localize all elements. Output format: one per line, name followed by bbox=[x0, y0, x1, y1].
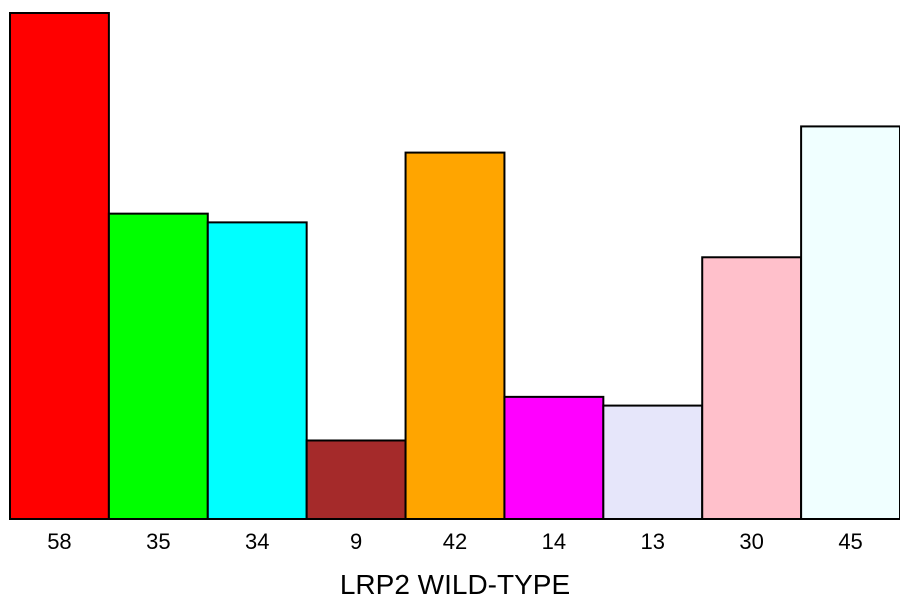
bar-9 bbox=[305, 439, 407, 520]
x-tick-label: 9 bbox=[350, 529, 362, 554]
bar-45 bbox=[800, 125, 900, 521]
bar-58 bbox=[9, 12, 110, 520]
bar-34 bbox=[206, 221, 308, 520]
x-tick-labels: 58 35 34 9 42 14 13 30 45 bbox=[47, 529, 863, 554]
x-tick-label: 58 bbox=[47, 529, 71, 554]
x-tick-label: 42 bbox=[443, 529, 467, 554]
bar-14 bbox=[503, 395, 605, 520]
x-tick-label: 35 bbox=[146, 529, 170, 554]
bar-35 bbox=[107, 212, 209, 520]
x-tick-label: 13 bbox=[641, 529, 665, 554]
x-tick-label: 45 bbox=[838, 529, 862, 554]
bar-42 bbox=[404, 151, 506, 520]
bar-30 bbox=[701, 256, 803, 520]
x-axis-title: LRP2 WILD-TYPE bbox=[340, 569, 570, 600]
bars-group bbox=[9, 12, 900, 521]
bar-13 bbox=[602, 404, 704, 521]
x-tick-label: 30 bbox=[739, 529, 763, 554]
x-tick-label: 34 bbox=[245, 529, 269, 554]
x-tick-label: 14 bbox=[542, 529, 566, 554]
